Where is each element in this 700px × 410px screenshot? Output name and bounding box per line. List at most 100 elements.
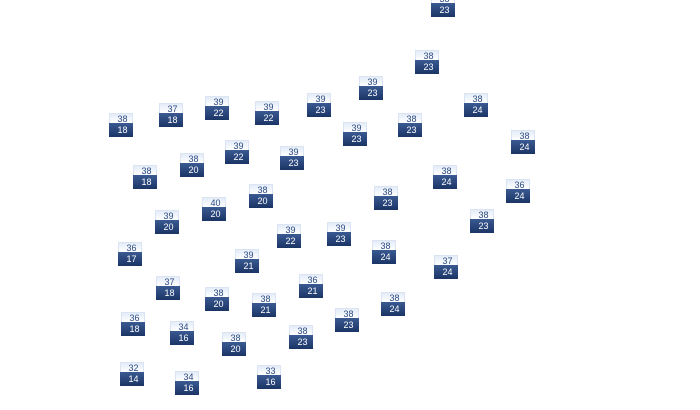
high-temp: 38 <box>511 130 535 141</box>
high-temp: 38 <box>335 308 359 319</box>
weather-marker[interactable]: 38 24 <box>372 240 396 264</box>
high-temp: 39 <box>225 140 249 151</box>
high-temp: 36 <box>121 312 145 323</box>
low-temp: 24 <box>433 175 457 189</box>
low-temp: 23 <box>374 196 398 210</box>
high-temp: 39 <box>307 93 331 104</box>
high-temp: 38 <box>252 293 276 304</box>
weather-marker[interactable]: 39 23 <box>307 93 331 117</box>
high-temp: 38 <box>431 0 455 4</box>
high-temp: 37 <box>156 276 180 287</box>
low-temp: 21 <box>252 303 276 317</box>
weather-marker[interactable]: 39 22 <box>225 140 249 164</box>
weather-marker[interactable]: 36 17 <box>118 242 142 266</box>
weather-marker[interactable]: 33 16 <box>257 365 281 389</box>
low-temp: 23 <box>289 335 313 349</box>
low-temp: 23 <box>343 132 367 146</box>
high-temp: 39 <box>255 101 279 112</box>
weather-marker[interactable]: 40 20 <box>202 197 226 221</box>
low-temp: 23 <box>431 3 455 17</box>
weather-marker[interactable]: 36 21 <box>299 274 323 298</box>
weather-marker[interactable]: 38 24 <box>464 93 488 117</box>
weather-marker[interactable]: 38 20 <box>222 332 246 356</box>
high-temp: 36 <box>299 274 323 285</box>
weather-marker[interactable]: 39 23 <box>327 222 351 246</box>
weather-marker[interactable]: 39 23 <box>343 122 367 146</box>
weather-marker[interactable]: 37 18 <box>156 276 180 300</box>
low-temp: 16 <box>175 381 199 395</box>
weather-marker[interactable]: 39 22 <box>205 96 229 120</box>
high-temp: 38 <box>222 332 246 343</box>
high-temp: 39 <box>359 76 383 87</box>
low-temp: 18 <box>121 322 145 336</box>
weather-marker[interactable]: 39 23 <box>280 146 304 170</box>
high-temp: 37 <box>434 255 458 266</box>
low-temp: 22 <box>255 111 279 125</box>
weather-marker[interactable]: 39 22 <box>255 101 279 125</box>
weather-marker[interactable]: 34 16 <box>175 371 199 395</box>
high-temp: 38 <box>381 292 405 303</box>
low-temp: 20 <box>205 297 229 311</box>
high-temp: 40 <box>202 197 226 208</box>
high-temp: 33 <box>257 365 281 376</box>
weather-marker[interactable]: 38 20 <box>249 184 273 208</box>
weather-marker[interactable]: 39 22 <box>277 224 301 248</box>
weather-marker[interactable]: 39 23 <box>359 76 383 100</box>
low-temp: 24 <box>434 265 458 279</box>
high-temp: 38 <box>464 93 488 104</box>
weather-marker[interactable]: 38 20 <box>180 153 204 177</box>
low-temp: 18 <box>133 175 157 189</box>
high-temp: 39 <box>205 96 229 107</box>
low-temp: 20 <box>249 194 273 208</box>
high-temp: 37 <box>159 103 183 114</box>
low-temp: 23 <box>398 123 422 137</box>
high-temp: 38 <box>109 113 133 124</box>
high-temp: 36 <box>118 242 142 253</box>
low-temp: 23 <box>470 219 494 233</box>
high-temp: 39 <box>277 224 301 235</box>
high-temp: 39 <box>343 122 367 133</box>
high-temp: 34 <box>170 321 194 332</box>
high-temp: 39 <box>327 222 351 233</box>
high-temp: 38 <box>470 209 494 220</box>
weather-marker[interactable]: 32 14 <box>120 362 144 386</box>
weather-marker[interactable]: 38 21 <box>252 293 276 317</box>
weather-marker[interactable]: 34 16 <box>170 321 194 345</box>
high-temp: 38 <box>133 165 157 176</box>
high-temp: 38 <box>249 184 273 195</box>
high-temp: 38 <box>415 50 439 61</box>
high-temp: 38 <box>180 153 204 164</box>
weather-marker[interactable]: 36 18 <box>121 312 145 336</box>
high-temp: 39 <box>280 146 304 157</box>
weather-marker[interactable]: 38 20 <box>205 287 229 311</box>
weather-marker[interactable]: 38 24 <box>433 165 457 189</box>
high-temp: 38 <box>374 186 398 197</box>
weather-marker[interactable]: 36 24 <box>506 179 530 203</box>
weather-marker[interactable]: 39 21 <box>235 249 259 273</box>
high-temp: 32 <box>120 362 144 373</box>
high-temp: 38 <box>433 165 457 176</box>
low-temp: 23 <box>280 156 304 170</box>
low-temp: 24 <box>464 103 488 117</box>
low-temp: 16 <box>170 331 194 345</box>
weather-marker[interactable]: 38 24 <box>511 130 535 154</box>
weather-marker[interactable]: 37 18 <box>159 103 183 127</box>
weather-marker[interactable]: 39 20 <box>155 210 179 234</box>
weather-marker[interactable]: 38 18 <box>109 113 133 137</box>
high-temp: 38 <box>205 287 229 298</box>
low-temp: 24 <box>511 140 535 154</box>
low-temp: 21 <box>299 284 323 298</box>
high-temp: 38 <box>289 325 313 336</box>
weather-marker[interactable]: 37 24 <box>434 255 458 279</box>
weather-marker[interactable]: 38 24 <box>381 292 405 316</box>
low-temp: 18 <box>109 123 133 137</box>
low-temp: 18 <box>159 113 183 127</box>
weather-marker[interactable]: 38 18 <box>133 165 157 189</box>
